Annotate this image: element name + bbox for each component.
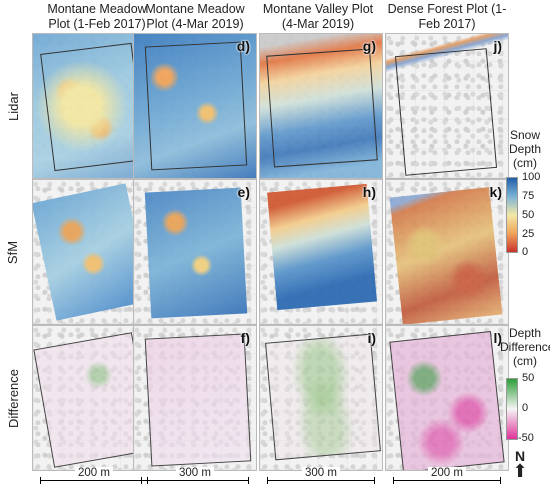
scale-bar-2: 300 m — [133, 464, 257, 484]
panel-sfm-valley-2019: h) — [259, 179, 383, 325]
panel-letter: k) — [489, 184, 502, 200]
diff-tick: 50 — [522, 372, 535, 384]
snow-tick: 100 — [522, 171, 541, 183]
column-title-2: Montane Meadow Plot (4-Mar 2019) — [145, 2, 245, 31]
panel-letter: e) — [237, 184, 250, 200]
panel-letter: d) — [236, 38, 250, 54]
panel-letter: l) — [493, 330, 502, 346]
scale-label: 300 m — [302, 467, 340, 479]
north-label: N — [514, 448, 526, 464]
scale-bar-1: 200 m — [32, 464, 156, 484]
panel-letter: h) — [362, 184, 376, 200]
panel-letter: g) — [362, 38, 376, 54]
snow-tick: 0 — [522, 246, 529, 258]
panel-letter: j) — [493, 38, 502, 54]
snow-tick: 25 — [522, 228, 535, 240]
panel-diff-meadow-2019: f) — [133, 325, 257, 471]
row-label-text: SfM — [5, 240, 21, 264]
scale-label: 200 m — [428, 467, 466, 479]
row-label-sfm: SfM — [0, 179, 26, 325]
row-label-difference: Difference — [0, 325, 26, 471]
scale-bar-3: 300 m — [259, 464, 383, 484]
panel-diff-meadow-2017: c) — [32, 325, 156, 471]
snow-colorbar — [506, 177, 518, 253]
panel-diff-valley-2019: i) — [259, 325, 383, 471]
panel-lidar-valley-2019: g) — [259, 33, 383, 179]
column-title-1: Montane Meadow Plot (1-Feb 2017) — [47, 2, 147, 31]
diff-colorbar — [506, 378, 518, 440]
snow-tick: 50 — [522, 209, 535, 221]
north-arrow: N ⬆ — [508, 448, 532, 481]
panel-sfm-meadow-2019: e) — [133, 179, 257, 325]
snow-tick: 75 — [522, 190, 535, 202]
row-label-text: Lidar — [5, 91, 21, 121]
scale-bar-4: 200 m — [385, 464, 509, 484]
row-label-text: Difference — [5, 368, 21, 428]
row-label-lidar: Lidar — [0, 33, 26, 179]
north-arrow-icon: ⬆ — [512, 461, 528, 481]
snow-legend-title: Snow Depth (cm) — [508, 128, 542, 170]
diff-tick: 0 — [522, 402, 529, 414]
panel-sfm-forest-2017: k) — [385, 179, 509, 325]
panel-letter: f) — [240, 330, 250, 346]
scale-label: 200 m — [75, 467, 113, 479]
column-title-4: Dense Forest Plot (1-Feb 2017) — [387, 2, 507, 31]
column-title-3: Montane Valley Plot (4-Mar 2019) — [262, 2, 374, 31]
panel-lidar-forest-2017: j) — [385, 33, 509, 179]
diff-legend-title: Depth Difference (cm) — [500, 326, 550, 368]
diff-tick: -50 — [518, 432, 534, 444]
scale-label: 300 m — [176, 467, 214, 479]
panel-lidar-meadow-2019: d) — [133, 33, 257, 179]
panel-diff-forest-2017: l) — [385, 325, 509, 471]
panel-letter: i) — [367, 330, 376, 346]
